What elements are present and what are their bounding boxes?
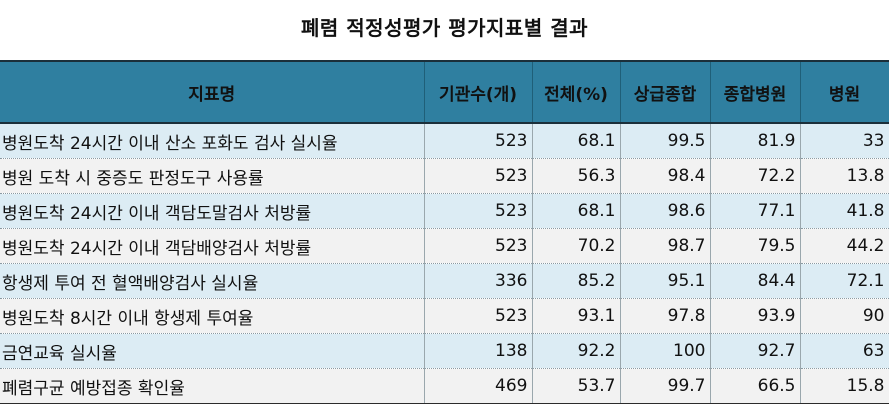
header-indicator-name: 지표명 (0, 60, 425, 124)
table-row: 폐렴구균 예방접종 확인율 469 53.7 99.7 66.5 15.8 (0, 368, 889, 404)
tertiary-cell: 95.1 (620, 263, 711, 299)
page-title: 폐렴 적정성평가 평가지표별 결과 (301, 16, 588, 40)
indicator-name-cell: 항생제 투여 전 혈액배양검사 실시율 (0, 263, 425, 299)
header-row: 지표명 기관수(개) 전체(%) 상급종합 종합병원 병원 (0, 60, 889, 124)
general-cell: 72.2 (710, 158, 801, 194)
hospital-cell: 13.8 (800, 158, 889, 194)
table-row: 병원도착 24시간 이내 객담도말검사 처방률 523 68.1 98.6 77… (0, 193, 889, 229)
table-row: 병원도착 8시간 이내 항생제 투여율 523 93.1 97.8 93.9 9… (0, 298, 889, 334)
general-cell: 66.5 (710, 368, 801, 404)
general-cell: 79.5 (710, 228, 801, 264)
header-general-hospital: 종합병원 (710, 60, 801, 124)
table-row: 병원 도착 시 중증도 판정도구 사용률 523 56.3 98.4 72.2 … (0, 158, 889, 194)
hospital-cell: 41.8 (800, 193, 889, 229)
total-cell: 53.7 (532, 368, 621, 404)
total-cell: 68.1 (532, 123, 621, 159)
general-cell: 93.9 (710, 298, 801, 334)
table-header: 지표명 기관수(개) 전체(%) 상급종합 종합병원 병원 (0, 60, 889, 124)
general-cell: 81.9 (710, 123, 801, 159)
total-cell: 68.1 (532, 193, 621, 229)
count-cell: 469 (424, 368, 533, 404)
table-row: 금연교육 실시율 138 92.2 100 92.7 63 (0, 333, 889, 369)
indicator-name-cell: 병원도착 24시간 이내 객담도말검사 처방률 (0, 193, 425, 229)
hospital-cell: 72.1 (800, 263, 889, 299)
general-cell: 92.7 (710, 333, 801, 369)
hospital-cell: 15.8 (800, 368, 889, 404)
table-body: 병원도착 24시간 이내 산소 포화도 검사 실시율 523 68.1 99.5… (0, 123, 889, 404)
header-total-percent: 전체(%) (532, 60, 621, 124)
total-cell: 85.2 (532, 263, 621, 299)
tertiary-cell: 97.8 (620, 298, 711, 334)
indicator-name-cell: 병원도착 8시간 이내 항생제 투여율 (0, 298, 425, 334)
header-institution-count: 기관수(개) (424, 60, 533, 124)
hospital-cell: 90 (800, 298, 889, 334)
tertiary-cell: 98.6 (620, 193, 711, 229)
count-cell: 138 (424, 333, 533, 369)
hospital-cell: 44.2 (800, 228, 889, 264)
total-cell: 92.2 (532, 333, 621, 369)
tertiary-cell: 100 (620, 333, 711, 369)
count-cell: 523 (424, 123, 533, 159)
hospital-cell: 33 (800, 123, 889, 159)
header-tertiary-general: 상급종합 (620, 60, 711, 124)
tertiary-cell: 99.5 (620, 123, 711, 159)
indicator-name-cell: 병원 도착 시 중증도 판정도구 사용률 (0, 158, 425, 194)
general-cell: 84.4 (710, 263, 801, 299)
table-row: 병원도착 24시간 이내 객담배양검사 처방률 523 70.2 98.7 79… (0, 228, 889, 264)
indicator-name-cell: 폐렴구균 예방접종 확인율 (0, 368, 425, 404)
count-cell: 523 (424, 193, 533, 229)
general-cell: 77.1 (710, 193, 801, 229)
count-cell: 523 (424, 298, 533, 334)
table-row: 병원도착 24시간 이내 산소 포화도 검사 실시율 523 68.1 99.5… (0, 123, 889, 159)
count-cell: 336 (424, 263, 533, 299)
hospital-cell: 63 (800, 333, 889, 369)
table-row: 항생제 투여 전 혈액배양검사 실시율 336 85.2 95.1 84.4 7… (0, 263, 889, 299)
count-cell: 523 (424, 158, 533, 194)
tertiary-cell: 98.4 (620, 158, 711, 194)
indicator-name-cell: 병원도착 24시간 이내 객담배양검사 처방률 (0, 228, 425, 264)
indicator-name-cell: 병원도착 24시간 이내 산소 포화도 검사 실시율 (0, 123, 425, 159)
total-cell: 70.2 (532, 228, 621, 264)
tertiary-cell: 99.7 (620, 368, 711, 404)
header-hospital: 병원 (800, 60, 889, 124)
total-cell: 93.1 (532, 298, 621, 334)
total-cell: 56.3 (532, 158, 621, 194)
tertiary-cell: 98.7 (620, 228, 711, 264)
count-cell: 523 (424, 228, 533, 264)
indicator-name-cell: 금연교육 실시율 (0, 333, 425, 369)
results-table: 지표명 기관수(개) 전체(%) 상급종합 종합병원 병원 병원도착 24시간 … (0, 60, 889, 404)
